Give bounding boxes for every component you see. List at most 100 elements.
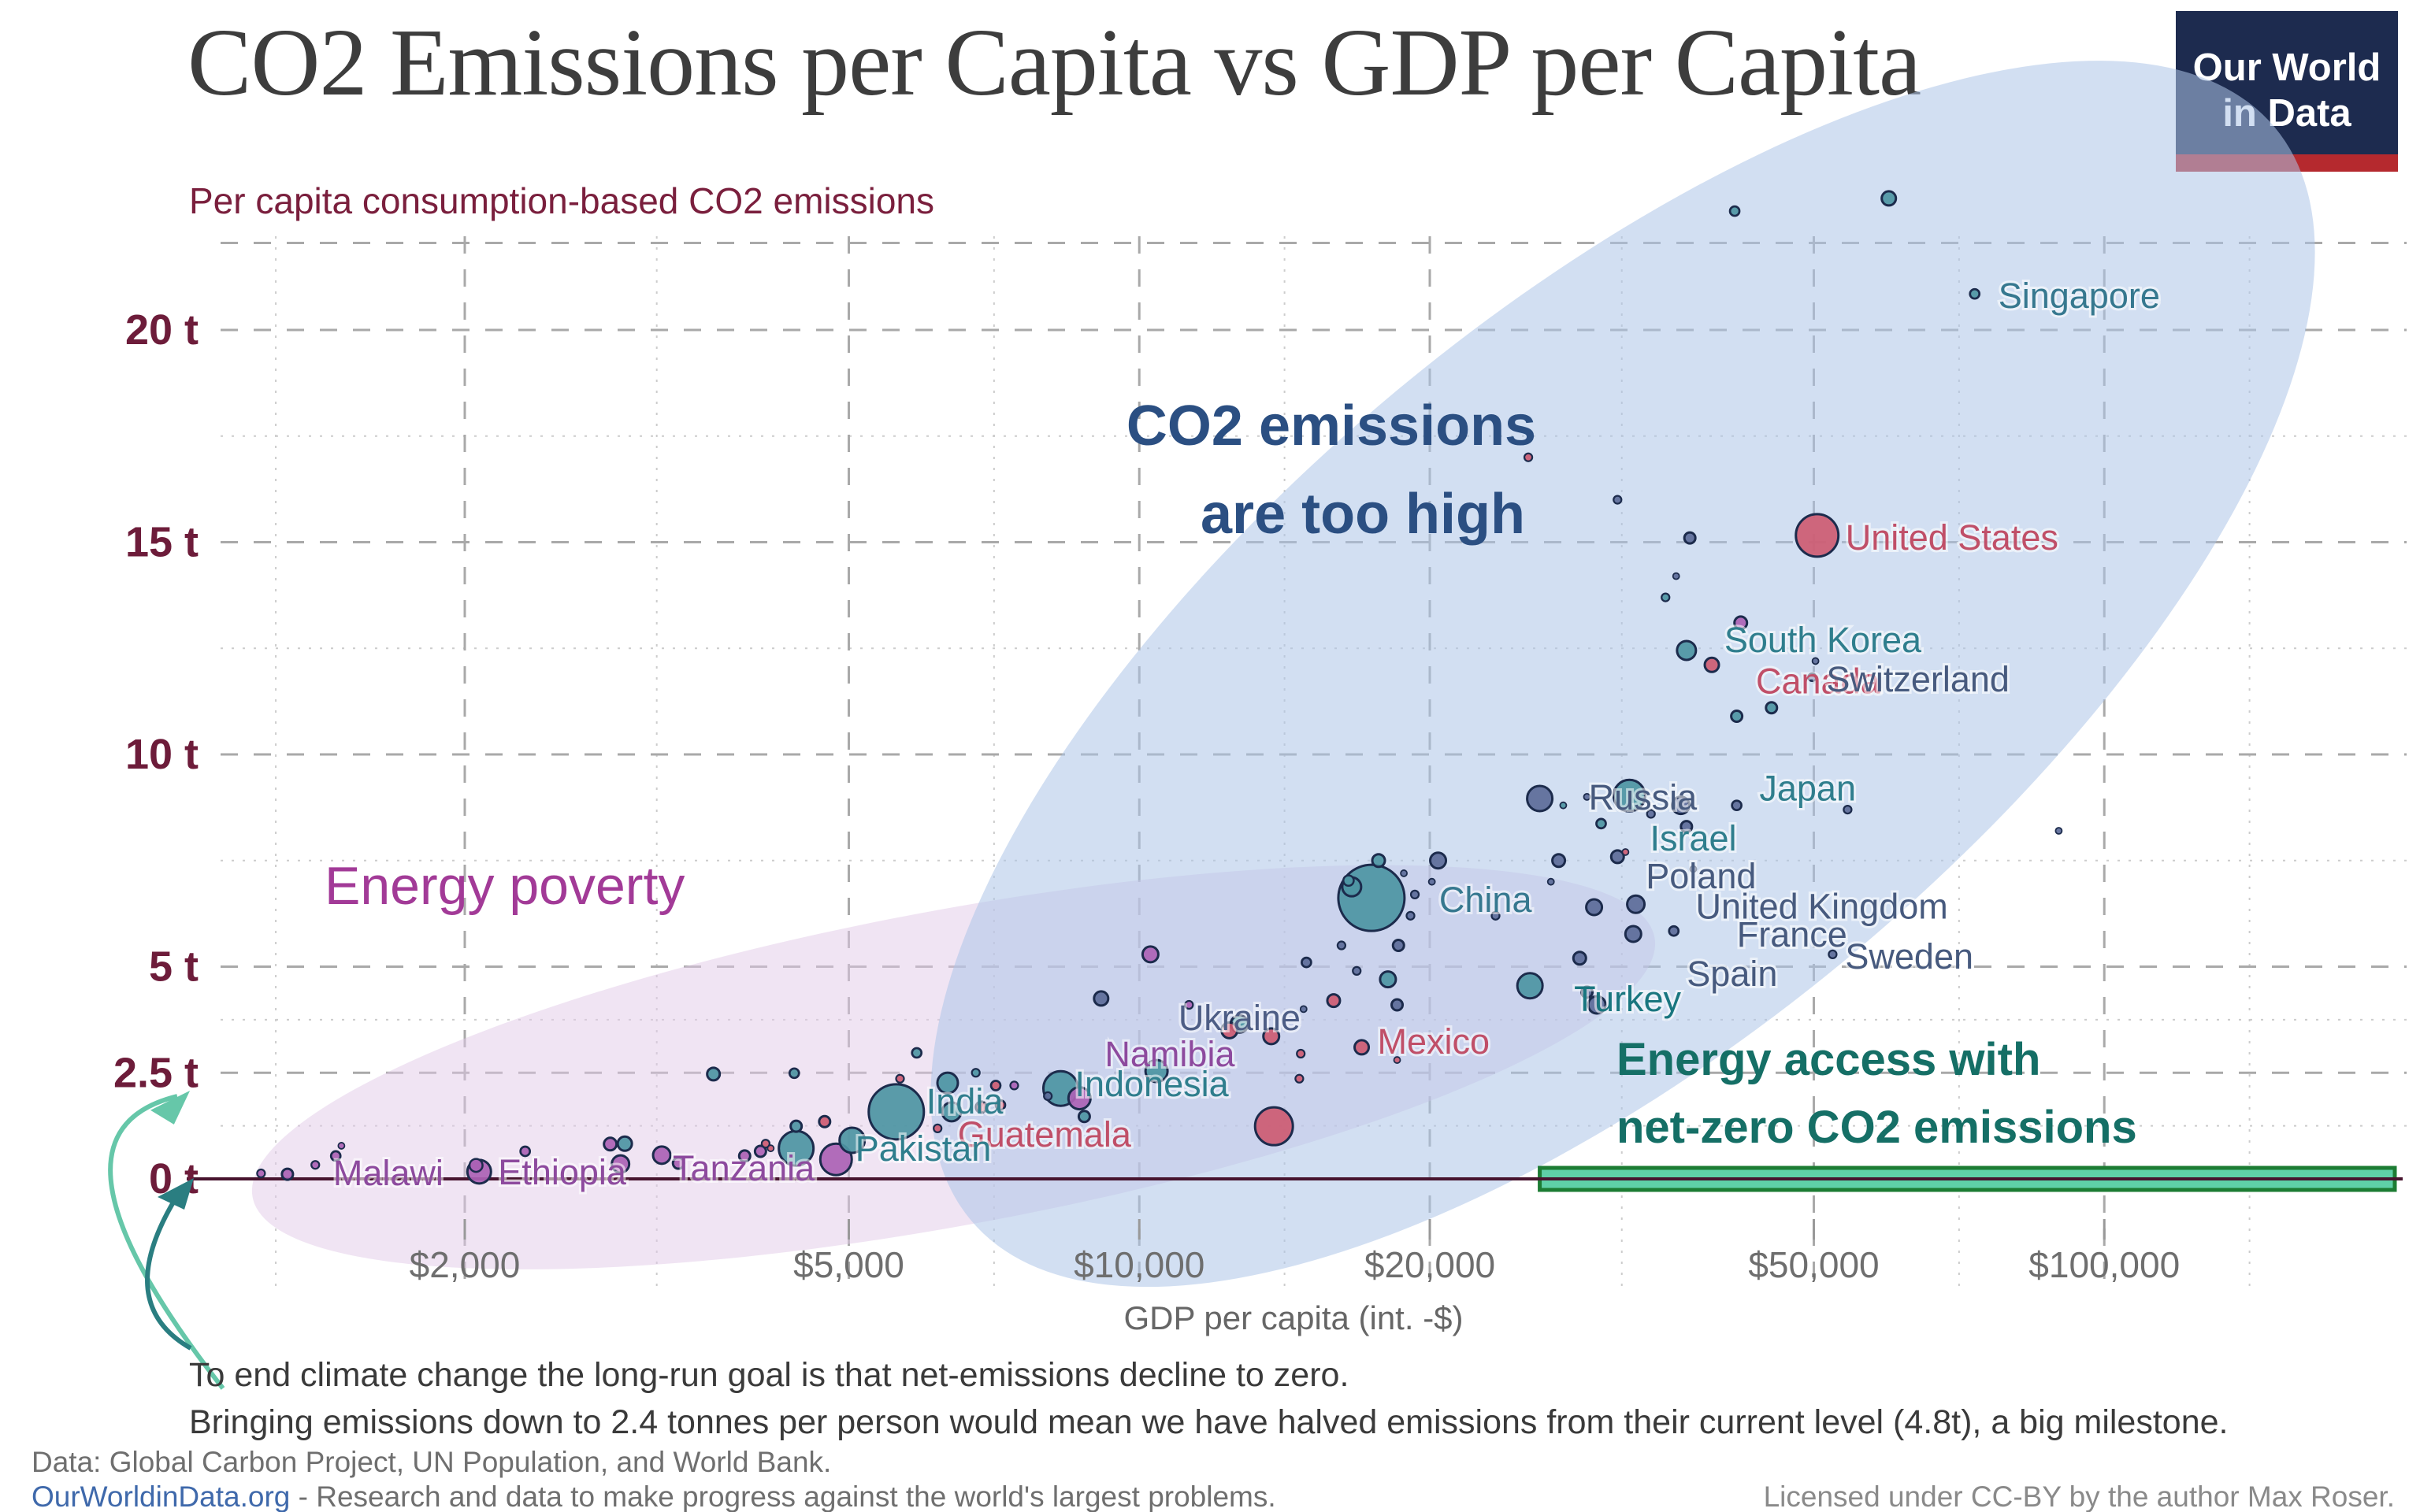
data-point[interactable] [1409, 889, 1420, 899]
data-point[interactable] [933, 1123, 943, 1133]
data-point[interactable] [766, 1144, 775, 1153]
data-point-canada[interactable] [1703, 656, 1720, 673]
data-point[interactable] [1067, 1086, 1092, 1111]
data-point[interactable] [1220, 1021, 1239, 1040]
data-point-ukraine[interactable] [1093, 990, 1110, 1007]
data-point[interactable] [1184, 999, 1194, 1010]
data-point-turkey[interactable] [1516, 972, 1544, 1000]
data-point[interactable] [1551, 853, 1567, 869]
data-point-united-kingdom[interactable] [1626, 894, 1646, 914]
data-point[interactable] [1391, 939, 1405, 953]
data-point[interactable] [1731, 799, 1743, 812]
data-point-israel[interactable] [1595, 817, 1607, 830]
data-point[interactable] [671, 1156, 685, 1170]
data-point[interactable] [1009, 1080, 1019, 1091]
data-point[interactable] [1728, 205, 1741, 217]
data-point[interactable] [895, 1073, 905, 1084]
data-point[interactable] [818, 1142, 853, 1177]
data-point[interactable] [1301, 956, 1312, 969]
data-point[interactable] [1672, 572, 1680, 580]
data-point[interactable] [611, 1154, 631, 1174]
data-point[interactable] [1296, 1048, 1306, 1059]
data-point[interactable] [1393, 1056, 1401, 1064]
data-point[interactable] [1572, 951, 1587, 966]
data-point[interactable] [1646, 809, 1656, 819]
data-point[interactable] [1379, 970, 1397, 989]
data-point[interactable] [1429, 851, 1448, 870]
data-point[interactable] [329, 1150, 342, 1162]
data-point[interactable] [1326, 993, 1342, 1009]
data-point[interactable] [616, 1135, 633, 1152]
data-point[interactable] [1253, 1106, 1294, 1147]
data-point[interactable] [1427, 877, 1436, 886]
data-point[interactable] [1661, 592, 1671, 602]
data-point-india[interactable] [867, 1083, 926, 1141]
data-point-pakistan[interactable] [838, 1126, 867, 1154]
data-point[interactable] [1680, 820, 1694, 834]
data-point[interactable] [971, 1068, 981, 1078]
data-point[interactable] [256, 1168, 266, 1179]
data-point[interactable] [519, 1145, 532, 1158]
data-point[interactable] [1390, 998, 1405, 1012]
data-point-malawi[interactable] [280, 1167, 295, 1181]
data-point[interactable] [310, 1160, 321, 1170]
data-point[interactable] [1523, 452, 1534, 462]
data-point[interactable] [1405, 910, 1416, 921]
data-point[interactable] [1490, 910, 1501, 921]
data-point[interactable] [1580, 985, 1594, 999]
data-point[interactable] [1583, 793, 1591, 801]
data-point[interactable] [603, 1136, 618, 1152]
data-point[interactable] [1144, 1058, 1169, 1084]
data-point[interactable] [1880, 190, 1898, 207]
data-point[interactable] [1621, 848, 1630, 856]
data-point[interactable] [1613, 495, 1623, 505]
data-point[interactable] [1585, 898, 1604, 917]
data-point[interactable] [1294, 1073, 1305, 1084]
data-point[interactable] [1689, 865, 1698, 873]
owid-link[interactable]: OurWorldinData.org [32, 1480, 291, 1512]
data-point[interactable] [911, 1047, 923, 1059]
data-point[interactable] [1371, 853, 1386, 869]
data-point[interactable] [1299, 1005, 1308, 1014]
data-point-russia[interactable] [1526, 784, 1554, 813]
data-point[interactable] [1730, 709, 1744, 723]
data-point[interactable] [989, 1080, 1002, 1091]
data-point[interactable] [753, 1144, 767, 1158]
data-point-switzerland[interactable] [1807, 672, 1817, 683]
data-point[interactable] [1077, 1110, 1091, 1124]
data-point[interactable] [936, 1071, 959, 1095]
data-point-spain[interactable] [1624, 925, 1642, 943]
data-point[interactable] [1811, 657, 1820, 665]
data-point[interactable] [788, 1067, 800, 1080]
data-point-united-states[interactable] [1795, 513, 1840, 558]
data-point-japan[interactable] [1612, 778, 1646, 813]
data-point[interactable] [1683, 531, 1697, 545]
data-point[interactable] [1336, 940, 1347, 951]
data-point[interactable] [1559, 801, 1568, 810]
data-point-guatemala[interactable] [974, 1100, 989, 1114]
data-point-poland[interactable] [1609, 849, 1625, 865]
data-point[interactable] [818, 1114, 832, 1128]
data-point[interactable] [1765, 701, 1779, 715]
data-point[interactable] [1352, 965, 1362, 976]
data-point[interactable] [1733, 615, 1749, 631]
data-point[interactable] [1546, 877, 1555, 886]
data-point-singapore[interactable] [1969, 287, 1981, 300]
data-point[interactable] [1262, 1027, 1281, 1046]
data-point[interactable] [994, 1099, 1007, 1111]
data-point[interactable] [1587, 995, 1607, 1015]
data-point[interactable] [2054, 827, 2063, 835]
data-point-south-korea[interactable] [1676, 639, 1698, 662]
data-point[interactable] [941, 1101, 963, 1123]
data-point-namibia[interactable] [1141, 945, 1160, 964]
data-point[interactable] [737, 1149, 752, 1163]
data-point[interactable] [1400, 869, 1408, 877]
data-point[interactable] [1043, 1091, 1053, 1102]
data-point-sweden[interactable] [1828, 949, 1838, 959]
data-point[interactable] [706, 1066, 722, 1082]
data-point[interactable] [1671, 795, 1691, 816]
data-point-mexico[interactable] [1353, 1039, 1371, 1056]
data-point[interactable] [1843, 804, 1853, 815]
data-point[interactable] [337, 1142, 346, 1150]
data-point-france[interactable] [1668, 925, 1680, 937]
